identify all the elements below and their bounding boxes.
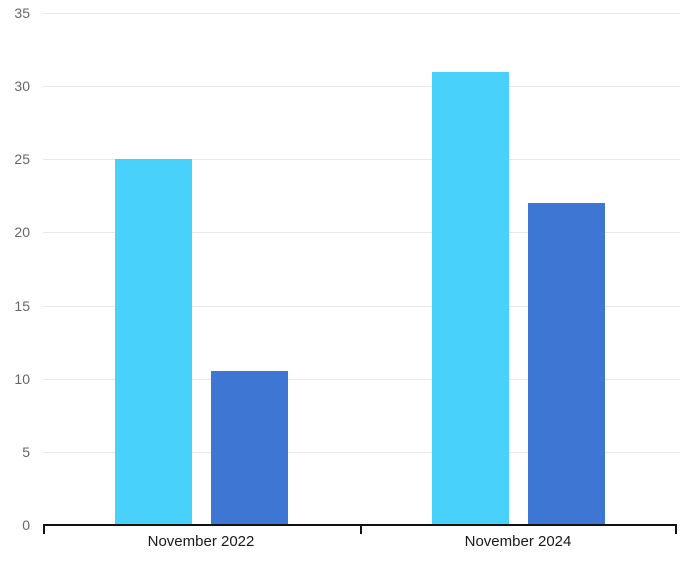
y-tick-label: 10 — [14, 371, 30, 387]
bar-november-2024-blue-series — [528, 203, 605, 525]
x-axis-tick — [43, 524, 45, 534]
x-category-label: November 2022 — [147, 533, 255, 550]
gridline — [43, 159, 680, 161]
bar-november-2022-cyan-series — [115, 159, 192, 525]
x-axis-tick — [360, 524, 362, 534]
bar-november-2024-cyan-series — [432, 71, 509, 525]
gridline — [43, 86, 680, 88]
y-tick-label: 30 — [14, 78, 30, 94]
gridline — [43, 305, 680, 307]
gridline — [43, 451, 680, 453]
x-axis-tick — [675, 524, 677, 534]
y-tick-label: 35 — [14, 5, 30, 21]
x-category-label: November 2024 — [464, 533, 572, 550]
y-tick-label: 25 — [14, 151, 30, 167]
y-tick-label: 20 — [14, 224, 30, 240]
y-tick-label: 5 — [22, 444, 30, 460]
gridline — [43, 232, 680, 234]
gridline — [43, 13, 680, 14]
y-tick-label: 0 — [22, 517, 30, 533]
gridline — [43, 378, 680, 380]
bar-november-2022-blue-series — [211, 371, 288, 525]
y-tick-label: 15 — [14, 298, 30, 314]
